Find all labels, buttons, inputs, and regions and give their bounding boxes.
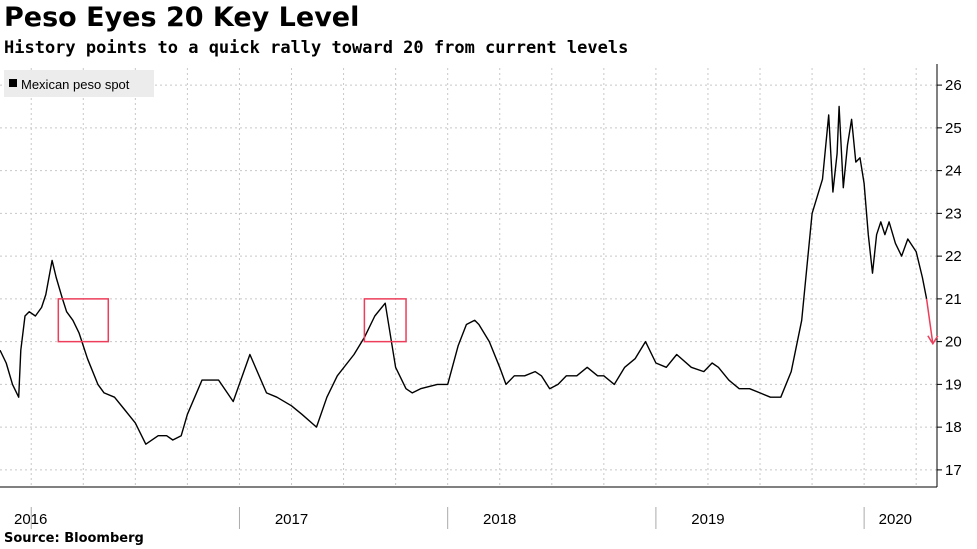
highlight-box <box>57 298 110 343</box>
chart-title: Peso Eyes 20 Key Level <box>4 2 360 33</box>
chart-subtitle: History points to a quick rally toward 2… <box>4 38 629 58</box>
arrow-head <box>927 335 939 346</box>
y-tick-label: 23 <box>945 205 962 222</box>
series-layer <box>0 105 928 445</box>
y-tick-label: 26 <box>945 77 962 94</box>
grid-layer <box>0 68 937 487</box>
series-line-mexican-peso-spot <box>0 105 928 445</box>
y-axis: 17 18 19 20 21 22 23 24 25 26 <box>936 64 962 487</box>
year-boundaries <box>30 507 865 529</box>
y-tick-label: 21 <box>945 291 962 308</box>
y-tick-label: 25 <box>945 120 962 137</box>
legend: Mexican peso spot <box>4 70 154 97</box>
x-tick-label: 2018 <box>483 511 516 528</box>
arrow-shaft <box>925 298 934 344</box>
x-tick-label: 2017 <box>275 511 308 528</box>
annotation-layer <box>57 298 939 346</box>
y-tick-label: 22 <box>945 248 962 265</box>
x-tick-label: 2019 <box>691 511 724 528</box>
highlight-box <box>363 298 407 343</box>
y-tick-label: 18 <box>945 419 962 436</box>
y-tick-label: 24 <box>945 163 962 180</box>
legend-label: Mexican peso spot <box>21 77 130 92</box>
legend-swatch <box>9 79 17 87</box>
x-tick-label: 2016 <box>14 511 47 528</box>
legend-background <box>4 70 154 97</box>
y-tick-label: 17 <box>945 462 962 479</box>
y-tick-label: 20 <box>945 334 962 351</box>
x-axis: 2016 2017 2018 2019 2020 <box>0 486 937 528</box>
source-note: Source: Bloomberg <box>4 531 144 546</box>
x-tick-label: 2020 <box>879 511 912 528</box>
y-tick-label: 19 <box>945 376 962 393</box>
